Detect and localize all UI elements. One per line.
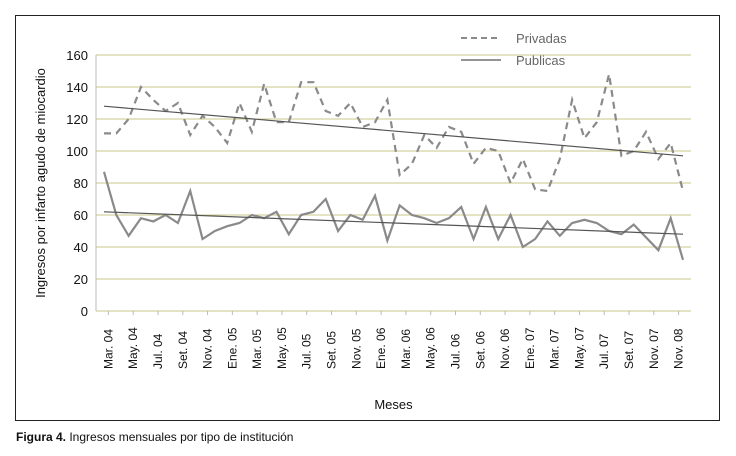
legend-label-privadas: Privadas bbox=[516, 31, 567, 46]
x-tick-label: Nov. 04 bbox=[201, 328, 215, 369]
series-line-privadas bbox=[104, 73, 685, 193]
trendline-publicas bbox=[103, 211, 684, 235]
x-tick-label: Jul. 07 bbox=[597, 333, 611, 369]
line-chart: 0 20 40 60 80 100 120 140 160 Mar. 04 May. 04 Jul. … bbox=[33, 31, 691, 412]
y-axis-label: Ingresos por infarto agudo de miocardio bbox=[33, 68, 48, 298]
y-tick-label: 140 bbox=[66, 80, 88, 95]
x-axis-label: Meses bbox=[374, 397, 413, 412]
x-tick-label: Nov. 08 bbox=[672, 328, 686, 369]
x-tick-label: Set. 06 bbox=[473, 331, 487, 369]
figure-caption: Figura 4. Ingresos mensuales por tipo de… bbox=[16, 430, 293, 444]
x-tick-label: Set. 04 bbox=[176, 331, 190, 369]
x-tick-label: Jul. 05 bbox=[300, 333, 314, 369]
y-tick-label: 80 bbox=[74, 176, 88, 191]
x-tick-label: May. 04 bbox=[126, 327, 140, 369]
x-tick-label: Jul. 04 bbox=[151, 333, 165, 369]
y-tick-label: 20 bbox=[74, 272, 88, 287]
y-tick-label: 0 bbox=[81, 304, 88, 319]
x-tick-label: Ene. 06 bbox=[374, 327, 388, 369]
x-tick-label: Mar. 05 bbox=[250, 329, 264, 369]
x-tick-label: Jul. 06 bbox=[448, 333, 462, 369]
y-tick-label: 160 bbox=[66, 48, 88, 63]
trendline-privadas bbox=[103, 105, 684, 157]
x-tick-label: Nov. 06 bbox=[498, 328, 512, 369]
x-tick-label: Set. 05 bbox=[325, 331, 339, 369]
x-tick-label: Mar. 04 bbox=[101, 329, 115, 369]
legend-label-publicas: Publicas bbox=[516, 53, 566, 68]
y-tick-label: 100 bbox=[66, 144, 88, 159]
x-tick-label: Mar. 07 bbox=[548, 329, 562, 369]
figure-frame: 0 20 40 60 80 100 120 140 160 Mar. 04 May. 04 Jul. … bbox=[15, 15, 720, 421]
x-tick-label: Ene. 07 bbox=[523, 327, 537, 369]
x-tick-label: Ene. 05 bbox=[225, 327, 239, 369]
x-tick-label: Nov. 07 bbox=[647, 328, 661, 369]
y-tick-label: 120 bbox=[66, 112, 88, 127]
x-tick-label: May. 06 bbox=[424, 327, 438, 369]
x-tick-label: Set. 07 bbox=[622, 331, 636, 369]
y-tick-label: 40 bbox=[74, 240, 88, 255]
y-tick-label: 60 bbox=[74, 208, 88, 223]
x-tick-label: Nov. 05 bbox=[349, 328, 363, 369]
x-tick-label: May. 07 bbox=[572, 327, 586, 369]
x-tick-label: Mar. 06 bbox=[399, 329, 413, 369]
caption-label: Figura 4. bbox=[16, 430, 67, 444]
x-tick-label: May. 05 bbox=[275, 327, 289, 369]
caption-text: Ingresos mensuales por tipo de instituci… bbox=[66, 430, 294, 444]
